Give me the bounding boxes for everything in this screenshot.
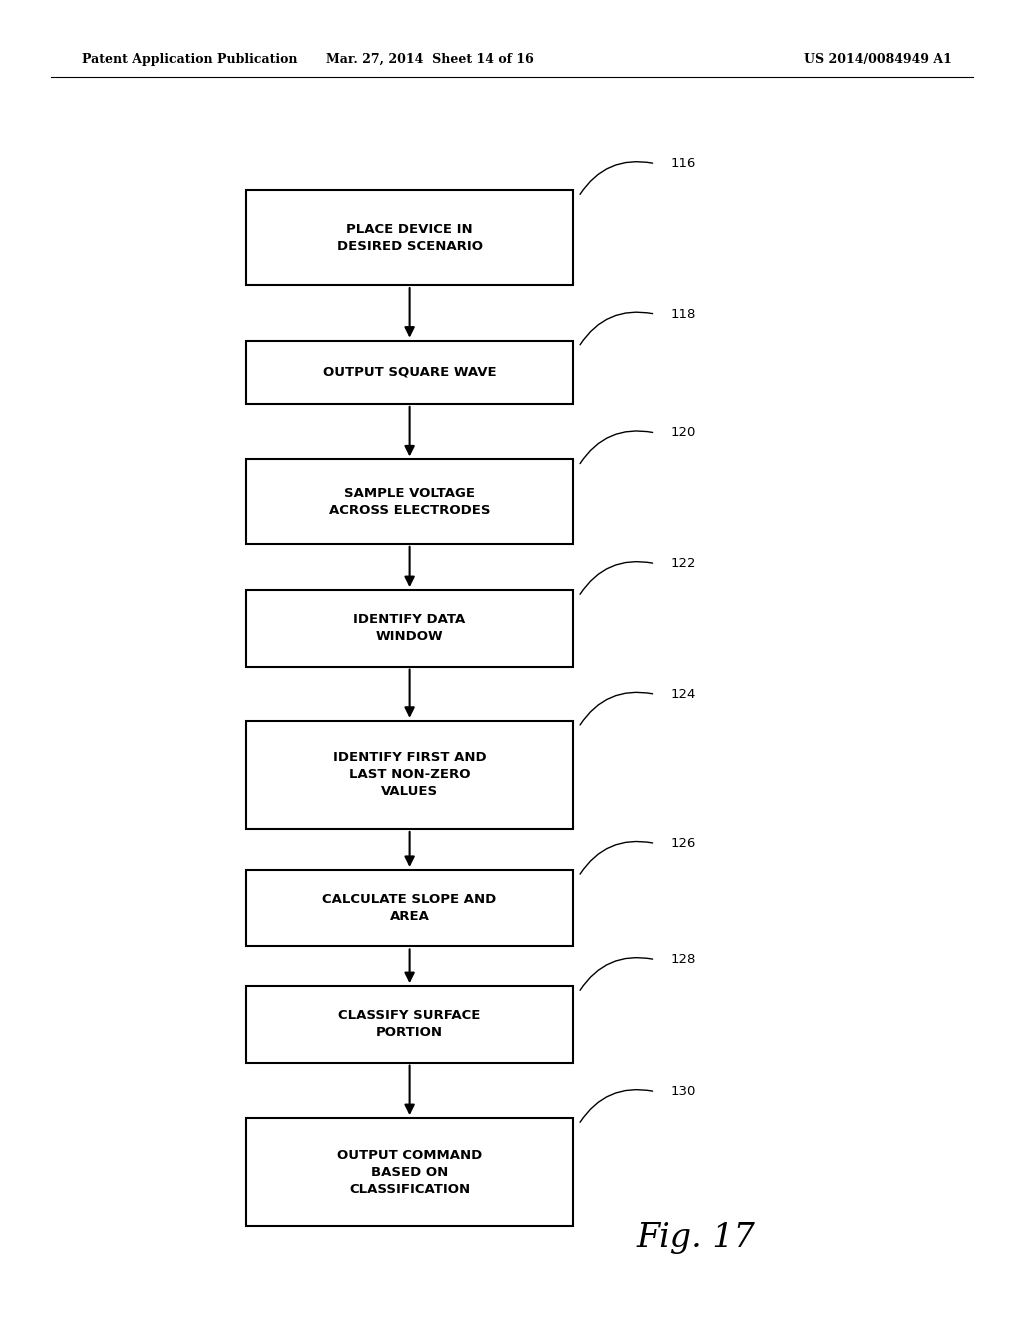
Text: 124: 124 <box>671 688 696 701</box>
Text: OUTPUT SQUARE WAVE: OUTPUT SQUARE WAVE <box>323 366 497 379</box>
Text: 116: 116 <box>671 157 696 170</box>
Text: 120: 120 <box>671 426 696 440</box>
Bar <box>246 986 573 1063</box>
Bar <box>246 459 573 544</box>
Text: 130: 130 <box>671 1085 696 1098</box>
Bar <box>246 1118 573 1226</box>
Text: Patent Application Publication: Patent Application Publication <box>82 53 297 66</box>
Text: IDENTIFY FIRST AND
LAST NON-ZERO
VALUES: IDENTIFY FIRST AND LAST NON-ZERO VALUES <box>333 751 486 799</box>
Text: 126: 126 <box>671 837 696 850</box>
Text: Fig. 17: Fig. 17 <box>637 1222 756 1254</box>
Bar <box>246 341 573 404</box>
Text: 122: 122 <box>671 557 696 570</box>
Text: 118: 118 <box>671 308 696 321</box>
Text: OUTPUT COMMAND
BASED ON
CLASSIFICATION: OUTPUT COMMAND BASED ON CLASSIFICATION <box>337 1148 482 1196</box>
Text: CALCULATE SLOPE AND
AREA: CALCULATE SLOPE AND AREA <box>323 894 497 923</box>
Bar <box>246 190 573 285</box>
Text: 128: 128 <box>671 953 696 966</box>
Bar <box>246 590 573 667</box>
Text: Mar. 27, 2014  Sheet 14 of 16: Mar. 27, 2014 Sheet 14 of 16 <box>327 53 534 66</box>
Text: PLACE DEVICE IN
DESIRED SCENARIO: PLACE DEVICE IN DESIRED SCENARIO <box>337 223 482 252</box>
Text: CLASSIFY SURFACE
PORTION: CLASSIFY SURFACE PORTION <box>338 1010 481 1039</box>
Bar <box>246 721 573 829</box>
Text: US 2014/0084949 A1: US 2014/0084949 A1 <box>805 53 952 66</box>
Text: IDENTIFY DATA
WINDOW: IDENTIFY DATA WINDOW <box>353 614 466 643</box>
Bar <box>246 870 573 946</box>
Text: SAMPLE VOLTAGE
ACROSS ELECTRODES: SAMPLE VOLTAGE ACROSS ELECTRODES <box>329 487 490 516</box>
